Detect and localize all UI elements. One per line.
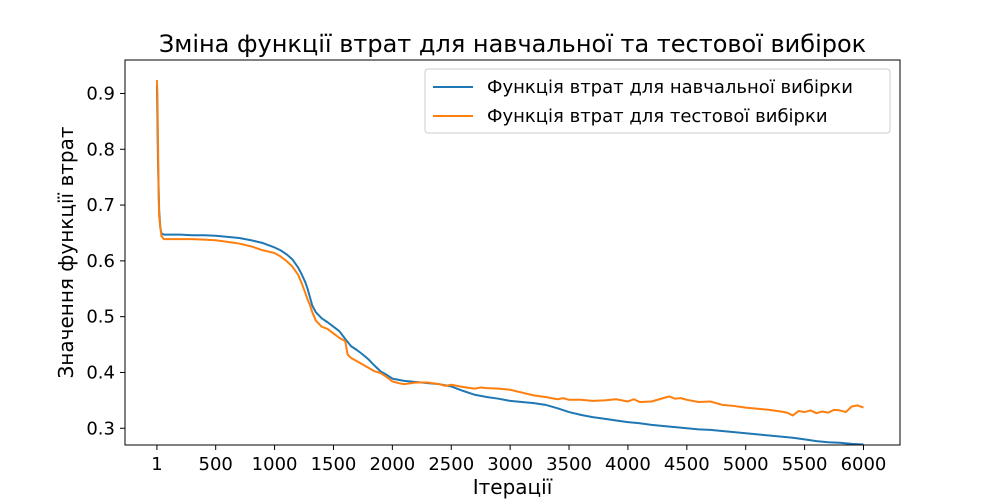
x-axis-title: Ітерації bbox=[473, 475, 553, 499]
legend-label-train: Функція втрат для навчальної вибірки bbox=[487, 77, 853, 98]
x-tick-label: 500 bbox=[199, 454, 233, 475]
x-tick-label: 3000 bbox=[487, 454, 533, 475]
x-tick-label: 5500 bbox=[782, 454, 828, 475]
x-tick-label: 1000 bbox=[252, 454, 298, 475]
y-tick-label: 0.9 bbox=[86, 83, 115, 104]
ticks-layer: 1 500 1000 1500 2000 2500 3000 3500 4000 4500 5000… bbox=[86, 83, 886, 475]
legend-box bbox=[424, 68, 891, 134]
x-tick-label: 3500 bbox=[546, 454, 592, 475]
x-tick-label: 4000 bbox=[605, 454, 651, 475]
chart-title: Зміна функції втрат для навчальної та те… bbox=[159, 30, 866, 58]
legend: Функція втрат для навчальної вибірки Фун… bbox=[424, 68, 891, 134]
legend-label-test: Функція втрат для тестової вибірки bbox=[487, 106, 828, 127]
y-tick-label: 0.3 bbox=[86, 418, 115, 439]
test-loss-line bbox=[155, 80, 864, 417]
y-tick-label: 0.5 bbox=[86, 307, 115, 328]
x-tick-label: 1 bbox=[151, 454, 162, 475]
x-tick-label: 2000 bbox=[369, 454, 415, 475]
x-tick-label: 6000 bbox=[841, 454, 887, 475]
y-tick-label: 0.6 bbox=[86, 251, 115, 272]
x-tick-label: 2500 bbox=[428, 454, 474, 475]
x-tick-label: 1500 bbox=[311, 454, 357, 475]
y-tick-label: 0.8 bbox=[86, 139, 115, 160]
y-axis-title: Значення функції втрат bbox=[54, 126, 78, 378]
x-tick-label: 4500 bbox=[664, 454, 710, 475]
y-tick-label: 0.4 bbox=[86, 362, 115, 383]
plot-frame bbox=[124, 59, 901, 446]
x-tick-label: 5000 bbox=[723, 454, 769, 475]
y-tick-label: 0.7 bbox=[86, 195, 115, 216]
lines-layer bbox=[155, 80, 864, 446]
train-loss-line bbox=[155, 85, 864, 446]
